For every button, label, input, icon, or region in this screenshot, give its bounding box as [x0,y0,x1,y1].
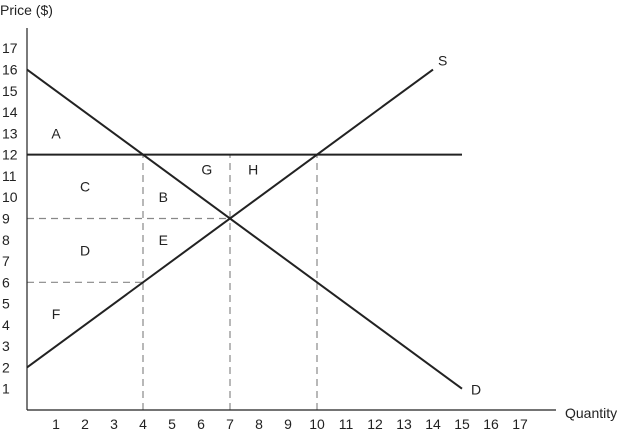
y-tick-16: 16 [2,62,18,78]
curve-d [26,68,463,390]
x-tick-15: 15 [454,416,470,432]
region-d: D [80,242,90,258]
curve-label-d: D [471,382,481,398]
guide-lines [27,154,318,410]
x-tick-3: 3 [110,416,118,432]
region-f: F [52,306,61,322]
x-tick-17: 17 [512,416,528,432]
axes [26,28,556,411]
y-tick-12: 12 [2,147,18,163]
y-tick-13: 13 [2,125,18,141]
y-tick-7: 7 [2,253,10,269]
x-tick-13: 13 [396,416,412,432]
x-tick-11: 11 [339,416,354,432]
curves [26,68,463,390]
x-tick-1: 1 [52,416,60,432]
y-tick-4: 4 [2,317,10,333]
x-tick-labels: 1 2 3 4 5 6 7 8 9 10 11 12 13 14 15 16 17 [52,416,528,432]
y-tick-9: 9 [2,210,10,226]
region-e: E [159,232,168,248]
y-tick-6: 6 [2,274,10,290]
x-tick-9: 9 [284,416,292,432]
region-b: B [159,189,168,205]
y-tick-3: 3 [2,338,10,354]
y-tick-17: 17 [2,40,18,56]
x-axis-title: Quantity [565,405,617,421]
y-tick-11: 11 [2,168,17,184]
x-tick-2: 2 [81,416,89,432]
x-tick-10: 10 [309,416,325,432]
y-tick-8: 8 [2,232,10,248]
region-h: H [248,162,258,178]
x-tick-8: 8 [255,416,263,432]
y-tick-10: 10 [2,189,18,205]
region-labels: A C B G H D E F [51,125,258,322]
y-axis-title: Price ($) [0,2,53,18]
y-tick-14: 14 [2,104,18,120]
x-tick-12: 12 [367,416,383,432]
x-tick-4: 4 [139,416,147,432]
x-tick-5: 5 [168,416,176,432]
curve-labels: SD [438,53,481,398]
x-tick-7: 7 [226,416,234,432]
y-tick-15: 15 [2,83,18,99]
region-c: C [80,179,90,195]
x-tick-16: 16 [483,416,499,432]
y-tick-1: 1 [2,381,10,397]
region-a: A [51,125,61,141]
y-tick-2: 2 [2,359,10,375]
region-g: G [201,162,212,178]
y-tick-5: 5 [2,296,10,312]
x-tick-6: 6 [197,416,205,432]
x-tick-14: 14 [425,416,441,432]
curve-label-s: S [438,53,447,69]
